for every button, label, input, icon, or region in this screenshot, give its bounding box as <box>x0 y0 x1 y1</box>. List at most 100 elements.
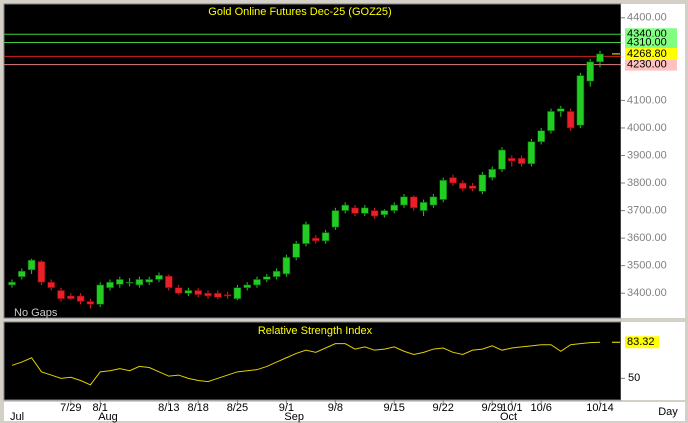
candle-body <box>37 261 46 283</box>
candle-body <box>204 292 212 297</box>
rsi-last-label-bg <box>625 336 659 349</box>
candle-body <box>57 290 65 300</box>
candle-body <box>458 182 467 189</box>
month-label: Sep <box>284 411 304 423</box>
candle-body <box>429 196 438 206</box>
x-tick-label: 10/1 <box>501 402 522 414</box>
candle-body <box>311 237 320 242</box>
candle-body <box>331 210 340 228</box>
x-tick-label: 8/1 <box>93 402 108 414</box>
candle-body <box>527 141 536 165</box>
gap-note: No Gaps <box>14 307 58 319</box>
candle-body <box>341 204 350 211</box>
month-label: Jul <box>10 411 24 423</box>
candle-body <box>488 168 497 178</box>
y-tick-label: 4100.00 <box>627 94 667 106</box>
candle-body <box>321 232 330 242</box>
y-tick-label: 3500.00 <box>627 260 667 272</box>
y-tick-label: 4000.00 <box>627 122 667 134</box>
price-line-label: 4310.00 <box>627 36 667 48</box>
candle-body <box>17 270 26 277</box>
x-tick-label: 9/29 <box>481 402 502 414</box>
candle-body <box>165 275 173 289</box>
chart-title: Gold Online Futures Dec-25 (GOZ25) <box>208 6 391 18</box>
candle-body <box>272 270 281 277</box>
candle-body <box>586 61 595 82</box>
candle-body <box>125 281 134 284</box>
candle-body <box>351 207 359 214</box>
x-tick-label: 7/29 <box>60 402 81 414</box>
y-tick-label: 3700.00 <box>627 204 667 216</box>
candle-body <box>155 275 163 280</box>
candle-body <box>253 279 261 286</box>
x-tick-label: 9/15 <box>383 402 404 414</box>
x-tick-label: 9/8 <box>328 402 343 414</box>
last-price-label-bg <box>625 47 677 60</box>
date-axis <box>4 402 685 421</box>
y-tick-label: 4400.00 <box>627 12 667 24</box>
candle-body <box>556 108 565 112</box>
candle-body <box>223 294 232 297</box>
candle-body <box>409 196 418 209</box>
candle-body <box>449 177 457 184</box>
candle-body <box>174 287 183 294</box>
rsi-title: Relative Strength Index <box>258 325 373 337</box>
candle-body <box>214 292 222 298</box>
candle-body <box>302 224 310 244</box>
candle-body <box>400 196 408 206</box>
rsi-line <box>11 341 601 386</box>
price-line-label-bg <box>625 58 677 71</box>
candle-body <box>478 174 487 192</box>
rsi-axis <box>621 322 685 400</box>
candle-body <box>47 281 56 289</box>
candle-body <box>282 257 291 275</box>
rsi-panel <box>3 321 622 401</box>
candle-body <box>96 284 104 305</box>
x-tick-label: 9/22 <box>432 402 453 414</box>
candle-body <box>8 281 16 286</box>
candle-body <box>498 149 506 170</box>
x-tick-label: 8/13 <box>158 402 179 414</box>
candle-body <box>380 210 389 216</box>
price-line-label: 4230.00 <box>627 59 667 71</box>
rsi-tick-label: 50 <box>628 372 640 384</box>
candle-body <box>576 75 585 126</box>
price-line-label-bg <box>625 36 677 49</box>
candle-body <box>106 281 114 289</box>
candle-body <box>243 284 251 289</box>
candle-body <box>27 259 36 271</box>
month-label: Aug <box>98 411 118 423</box>
y-tick-label: 3800.00 <box>627 177 667 189</box>
period-label: Day <box>658 406 678 418</box>
candle-body <box>419 202 428 211</box>
y-tick-label: 3400.00 <box>627 287 667 299</box>
candle-body <box>76 295 85 302</box>
candle-body <box>390 204 399 211</box>
candle-body <box>566 111 575 129</box>
candle-body <box>262 276 271 280</box>
candle-body <box>547 111 555 132</box>
candle-body <box>292 243 301 258</box>
candle-body <box>135 279 144 286</box>
candle-body <box>468 185 477 189</box>
y-tick-label: 3600.00 <box>627 232 667 244</box>
candle-body <box>86 301 95 305</box>
candle-body <box>596 53 604 63</box>
x-tick-label: 8/25 <box>227 402 248 414</box>
candle-body <box>507 157 516 162</box>
x-tick-label: 9/1 <box>279 402 294 414</box>
candle-body <box>67 295 75 300</box>
last-price-label: 4268.80 <box>627 48 667 60</box>
candle-body <box>184 290 193 294</box>
candle-body <box>517 157 526 165</box>
rsi-last-label: 83.32 <box>627 336 655 348</box>
x-tick-label: 10/14 <box>586 402 614 414</box>
candle-body <box>439 179 448 200</box>
candle-body <box>233 287 242 300</box>
candle-body <box>145 279 153 283</box>
candle-body <box>194 290 202 295</box>
x-tick-label: 10/6 <box>530 402 551 414</box>
y-tick-label: 3900.00 <box>627 149 667 161</box>
x-tick-label: 8/18 <box>187 402 208 414</box>
